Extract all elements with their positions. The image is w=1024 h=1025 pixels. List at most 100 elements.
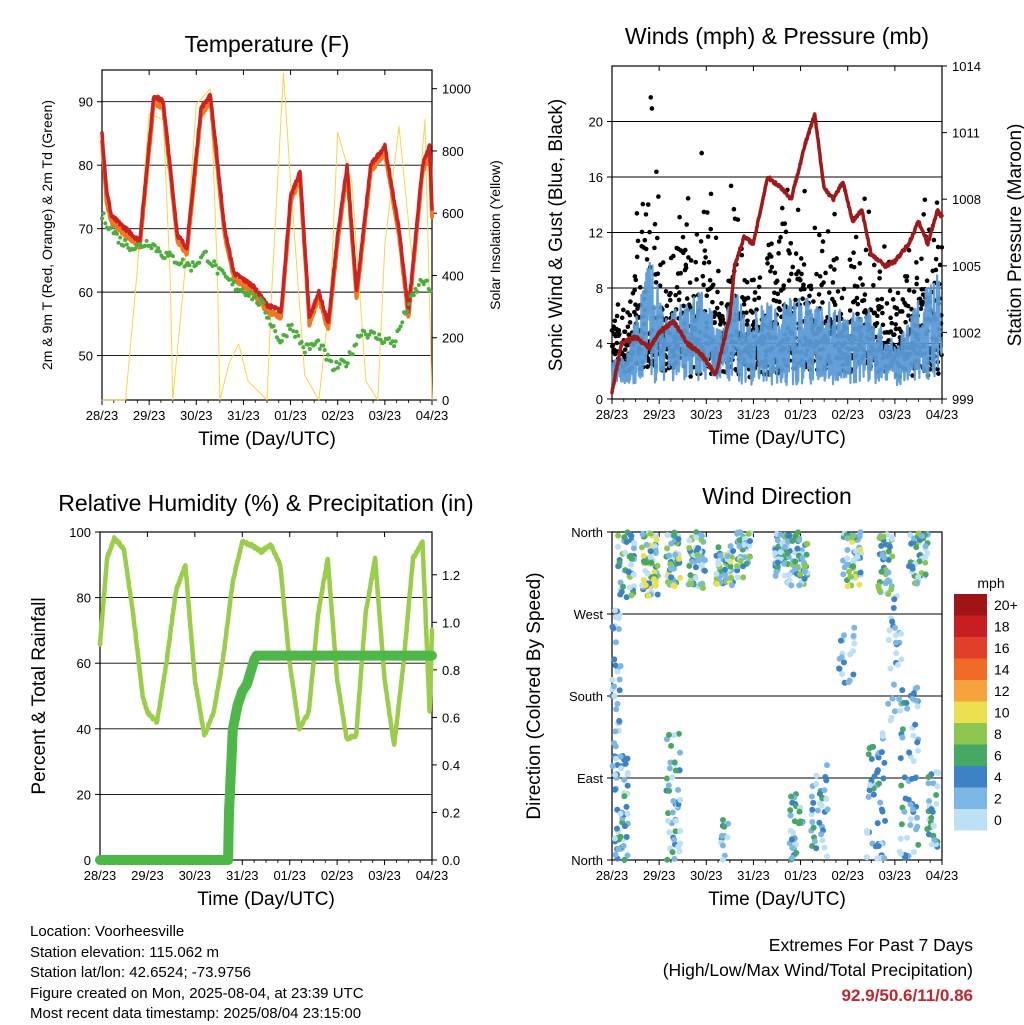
direction-point xyxy=(652,582,659,589)
direction-point xyxy=(856,581,863,588)
gust-point xyxy=(632,274,638,279)
t9m-line xyxy=(100,98,434,331)
gust-point xyxy=(745,295,751,301)
gust-point xyxy=(903,319,908,325)
gust-point xyxy=(686,255,691,260)
x-axis-title: Time (Day/UTC) xyxy=(708,889,846,910)
gust-point xyxy=(764,256,770,261)
gust-point xyxy=(801,262,807,267)
gust-point xyxy=(744,310,749,315)
dewpoint-point xyxy=(293,334,298,339)
direction-point xyxy=(618,588,625,595)
x-tick-label: 03/23 xyxy=(879,407,912,422)
x-tick-label: 31/23 xyxy=(227,408,260,423)
direction-point xyxy=(879,730,886,737)
gust-point xyxy=(681,303,686,309)
x-tick-label: 02/23 xyxy=(321,868,354,883)
direction-point xyxy=(792,565,799,572)
gust-point xyxy=(887,288,893,294)
direction-point xyxy=(819,837,826,844)
dewpoint-point xyxy=(307,347,312,352)
dewpoint-point xyxy=(342,359,347,364)
gust-point xyxy=(668,290,673,296)
direction-point xyxy=(639,531,646,538)
direction-point xyxy=(875,843,882,850)
y-tick-label: 16 xyxy=(589,170,603,185)
direction-point xyxy=(846,677,853,684)
gust-point xyxy=(744,322,750,327)
direction-point xyxy=(914,739,921,746)
direction-point xyxy=(621,823,628,830)
gust-point xyxy=(694,232,700,237)
direction-point xyxy=(849,648,856,655)
dewpoint-point xyxy=(190,260,195,265)
direction-point xyxy=(891,708,898,715)
gust-point xyxy=(931,237,937,243)
gust-point xyxy=(705,210,710,215)
gust-point xyxy=(713,235,719,241)
direction-point xyxy=(844,555,851,562)
gust-point xyxy=(820,239,826,244)
gust-point xyxy=(699,150,704,156)
direction-point xyxy=(914,814,921,821)
direction-point xyxy=(692,564,699,571)
gust-point xyxy=(610,328,615,333)
direction-point xyxy=(799,555,806,562)
dewpoint-point xyxy=(154,249,159,254)
y-tick-label: 90 xyxy=(79,95,93,110)
gust-point xyxy=(688,258,694,263)
gust-point xyxy=(634,211,640,216)
y-tick-label: 4 xyxy=(596,337,603,352)
direction-point xyxy=(630,571,637,578)
gust-point xyxy=(922,197,928,203)
gust-point xyxy=(751,326,756,332)
dewpoint-point xyxy=(350,352,355,357)
x-tick-label: 30/23 xyxy=(179,868,212,883)
direction-point xyxy=(628,592,635,599)
dewpoint-point xyxy=(367,332,372,337)
direction-point xyxy=(823,853,830,860)
direction-point xyxy=(650,576,657,583)
gust-point xyxy=(728,183,734,189)
direction-point xyxy=(734,563,741,570)
direction-point xyxy=(852,548,859,555)
direction-point xyxy=(934,783,941,790)
y2-tick-label: 200 xyxy=(442,331,464,346)
direction-point xyxy=(816,819,823,826)
direction-point xyxy=(746,538,753,545)
direction-point xyxy=(792,558,799,565)
gust-point xyxy=(667,297,673,303)
dewpoint-point xyxy=(425,278,430,283)
gust-point xyxy=(871,282,876,288)
direction-point xyxy=(611,786,618,793)
extreme-max-wind: 11 xyxy=(917,986,936,1005)
direction-point xyxy=(793,849,800,856)
created-text: Figure created on Mon, 2025-08-04, at 23… xyxy=(30,984,364,1002)
direction-point xyxy=(728,582,735,589)
gust-point xyxy=(933,267,939,273)
direction-point xyxy=(794,545,801,552)
direction-point xyxy=(675,786,682,793)
direction-point xyxy=(933,800,940,807)
direction-point xyxy=(789,854,796,861)
direction-point xyxy=(841,632,848,639)
direction-point xyxy=(647,530,654,537)
y2-tick-label: 1014 xyxy=(952,59,981,74)
direction-point xyxy=(881,855,888,862)
x-tick-label: 31/23 xyxy=(737,868,770,883)
direction-point xyxy=(677,574,684,581)
gust-point xyxy=(866,209,872,215)
direction-point xyxy=(664,578,671,585)
direction-point xyxy=(787,807,794,814)
precip-line xyxy=(95,650,437,865)
direction-point xyxy=(631,539,638,546)
gust-point xyxy=(811,299,816,304)
gust-point xyxy=(693,259,699,265)
direction-point xyxy=(875,780,882,787)
legend-label: 2 xyxy=(994,790,1002,806)
dewpoint-point xyxy=(246,293,251,298)
direction-point xyxy=(689,558,696,565)
gust-point xyxy=(682,247,688,253)
direction-point xyxy=(891,596,898,603)
direction-point xyxy=(612,772,619,779)
